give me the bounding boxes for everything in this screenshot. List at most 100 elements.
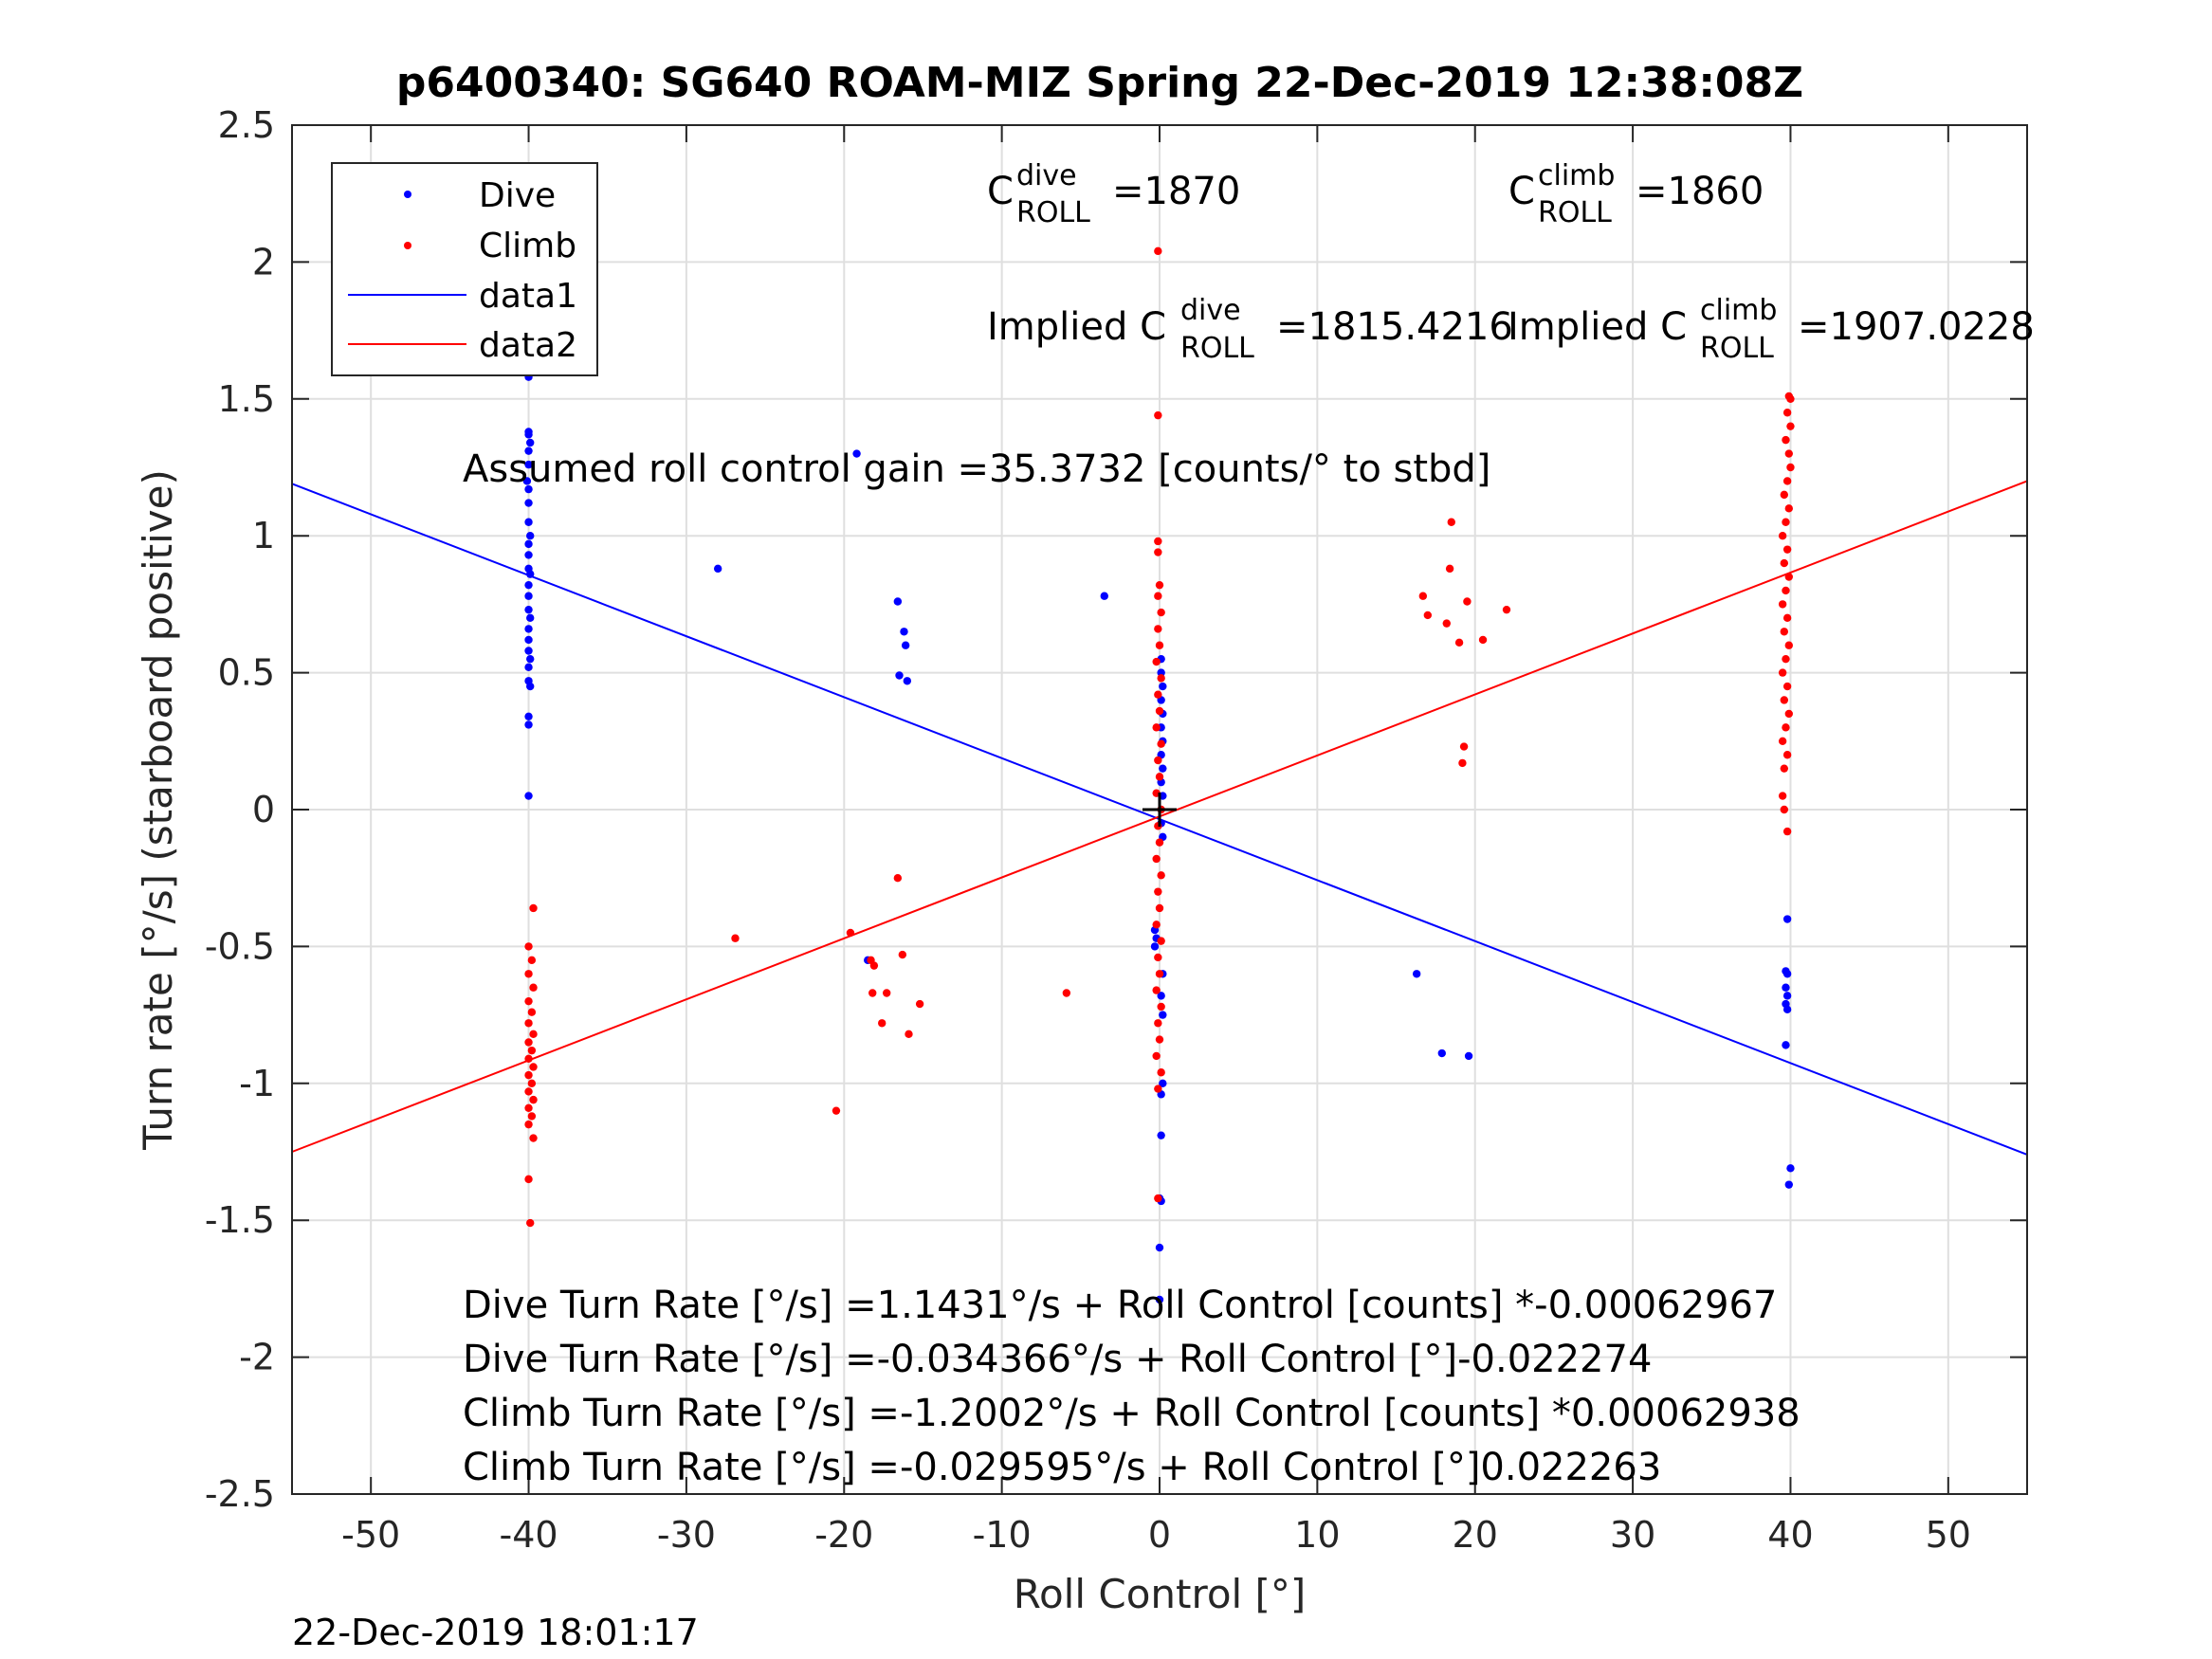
implied-climb-sup: climb <box>1700 294 1777 327</box>
legend: Dive Climb data1 data2 <box>331 162 598 376</box>
axes <box>291 124 2028 1495</box>
climb-point <box>1157 608 1165 617</box>
climb-point <box>529 1030 538 1039</box>
climb-point <box>524 1103 533 1112</box>
dive-point <box>1155 1243 1164 1252</box>
c-roll-climb-base: C <box>1508 170 1535 213</box>
dive-point <box>524 592 533 600</box>
legend-dive-marker <box>404 191 411 198</box>
climb-point <box>1782 435 1790 445</box>
dive-point <box>524 605 533 614</box>
climb-point <box>1784 709 1793 719</box>
climb-point <box>524 1038 533 1047</box>
climb-point <box>1778 532 1787 540</box>
dive-point <box>524 460 533 469</box>
equation-dive-counts: Dive Turn Rate [°/s] =1.1431°/s + Roll C… <box>463 1284 1777 1327</box>
y-tick-label: 2.5 <box>218 104 275 146</box>
implied-dive-value: =1815.4216 <box>1276 305 1513 349</box>
dive-point <box>1784 1180 1793 1189</box>
climb-point <box>1780 764 1789 773</box>
climb-point <box>527 1079 537 1088</box>
dive-point <box>524 625 533 633</box>
climb-point <box>1155 838 1164 847</box>
climb-point <box>1782 586 1790 595</box>
dive-point <box>1782 1041 1790 1049</box>
climb-point <box>527 1046 537 1055</box>
dive-point <box>524 484 533 494</box>
dive-point <box>524 647 533 655</box>
dive-point <box>526 438 535 447</box>
climb-point <box>1782 723 1790 732</box>
climb-point <box>524 1070 533 1080</box>
dive-point <box>524 539 533 549</box>
climb-point <box>1782 477 1792 485</box>
climb-point <box>1155 641 1164 649</box>
climb-point <box>524 970 533 978</box>
climb-point <box>893 874 903 883</box>
climb-point <box>1782 751 1792 759</box>
dive-point <box>524 551 533 559</box>
climb-point <box>1786 422 1795 430</box>
climb-point <box>1782 518 1790 526</box>
dive-point <box>1464 1051 1473 1061</box>
climb-point <box>1154 592 1162 600</box>
legend-dive-label: Dive <box>479 176 556 215</box>
climb-point <box>1502 605 1511 614</box>
climb-point <box>1154 1194 1162 1203</box>
gain-annotation: Assumed roll control gain =35.3732 [coun… <box>463 447 1490 491</box>
dive-point <box>524 792 533 800</box>
climb-point <box>1154 548 1162 556</box>
climb-point <box>1154 410 1162 420</box>
y-tick-label: 1 <box>252 515 275 556</box>
climb-point <box>1780 696 1789 704</box>
climb-point <box>529 983 538 992</box>
climb-point <box>527 956 537 965</box>
dive-point <box>524 499 533 507</box>
dive-point <box>1150 942 1160 951</box>
climb-point <box>1782 545 1792 554</box>
dive-point <box>524 580 533 590</box>
climb-point <box>1152 854 1161 864</box>
climb-point <box>1157 1068 1165 1077</box>
climb-point <box>1786 394 1795 403</box>
climb-point <box>1442 619 1451 628</box>
climb-point <box>1445 564 1454 574</box>
c-roll-dive-value: =1870 <box>1112 170 1240 213</box>
x-tick-label: 40 <box>1767 1514 1813 1556</box>
climb-point <box>868 989 877 997</box>
dive-point <box>1782 1005 1792 1014</box>
dive-point <box>1157 992 1165 1000</box>
y-tick-label: 1.5 <box>218 378 275 420</box>
dive-point <box>524 720 533 729</box>
climb-point <box>1157 739 1165 748</box>
dive-point <box>526 613 535 623</box>
climb-point <box>524 1175 533 1184</box>
dive-point <box>1157 668 1165 677</box>
implied-climb-value: =1907.0228 <box>1798 305 2035 349</box>
climb-point <box>1155 970 1164 978</box>
climb-point <box>1157 937 1165 945</box>
c-roll-climb-value: =1860 <box>1636 170 1764 213</box>
climb-point <box>1155 1035 1164 1044</box>
climb-point <box>524 1120 533 1129</box>
y-tick-label: 0 <box>252 789 275 830</box>
climb-point <box>1154 537 1162 546</box>
dive-point <box>1782 970 1792 978</box>
climb-point <box>1782 654 1790 664</box>
legend-data2-label: data2 <box>479 326 577 365</box>
climb-point <box>1152 1051 1161 1061</box>
climb-point <box>1778 792 1787 800</box>
climb-point <box>1454 638 1464 647</box>
x-tick-label: 0 <box>1148 1514 1171 1556</box>
climb-point <box>1459 742 1469 751</box>
climb-point <box>529 1134 538 1142</box>
dive-point <box>522 477 532 485</box>
x-tick-label: -10 <box>973 1514 1032 1556</box>
climb-point <box>527 1008 537 1016</box>
x-tick-label: -30 <box>657 1514 716 1556</box>
climb-point <box>1778 600 1787 609</box>
y-tick-label: -2 <box>239 1337 275 1378</box>
legend-data1-label: data1 <box>479 277 577 316</box>
climb-point <box>1154 1085 1162 1093</box>
